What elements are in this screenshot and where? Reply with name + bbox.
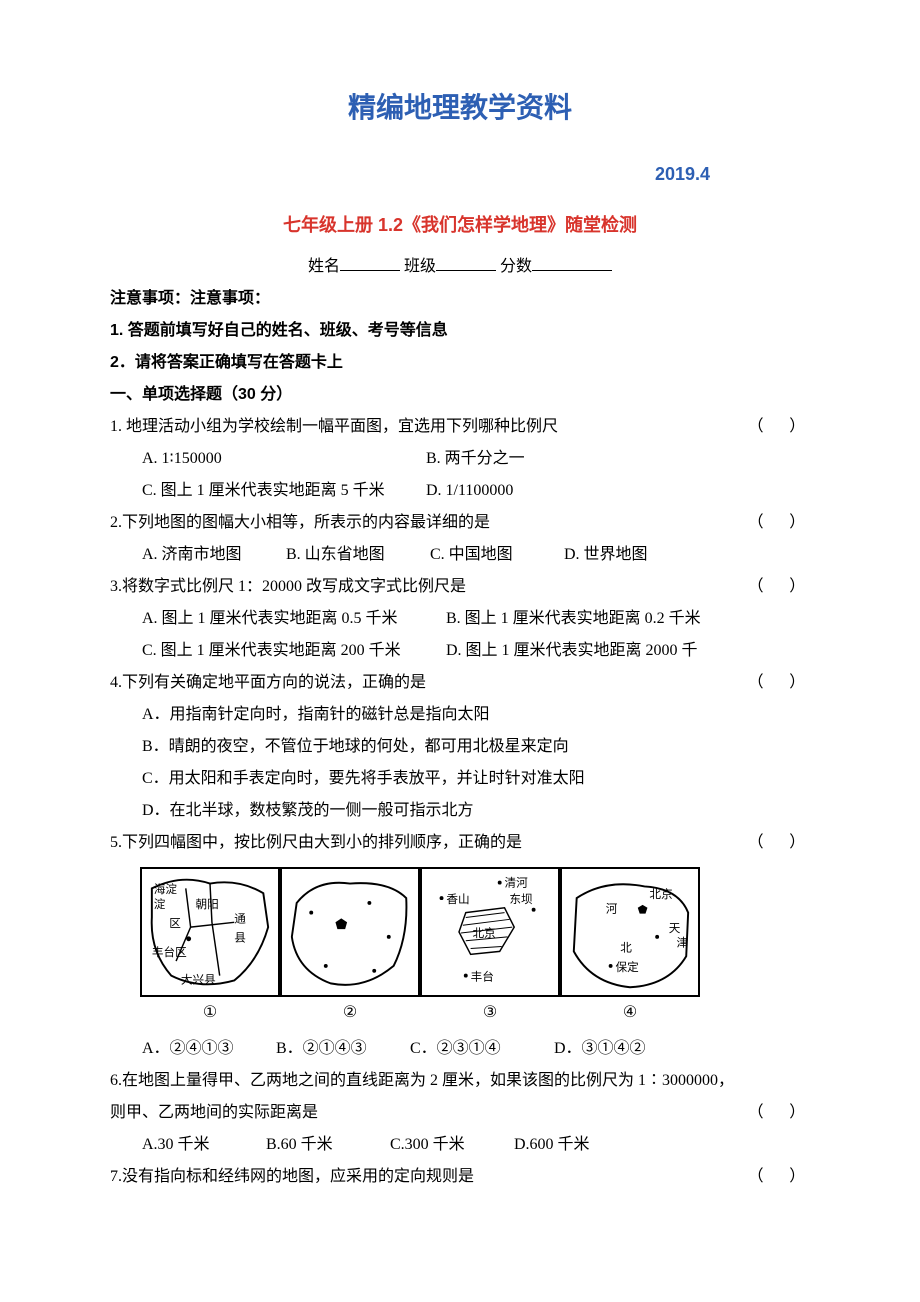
q2-stem-text: 2.下列地图的图幅大小相等，所表示的内容最详细的是 (110, 514, 490, 531)
q3-stem: 3.将数字式比例尺 1：20000 改写成文字式比例尺是 （ ） (110, 571, 810, 603)
q1-options-row1: A. 1∶150000 B. 两千分之一 (110, 443, 810, 475)
map-panel-1: 海淀 淀 朝阳 区 通 县 丰台区 大兴县 (140, 867, 280, 997)
q2-paren[interactable]: （ ） (748, 507, 810, 539)
m1-t4: 通 (234, 912, 246, 925)
q3-options-row2: C. 图上 1 厘米代表实地距离 200 千米 D. 图上 1 厘米代表实地距离… (110, 635, 810, 667)
q5-optB[interactable]: B．②①④③ (276, 1033, 406, 1065)
m4-t5: 保定 (615, 960, 639, 974)
q6-optB[interactable]: B.60 千米 (266, 1129, 386, 1161)
q6-stem-a: 6.在地图上量得甲、乙两地之间的直线距离为 2 厘米，如果该图的比例尺为 1∶3… (110, 1065, 810, 1097)
m1-t1: 海淀 (154, 882, 178, 896)
q4-optD[interactable]: D．在北半球，数枝繁茂的一侧一般可指示北方 (110, 795, 810, 827)
svg-text:津: 津 (677, 937, 689, 950)
map-panel-4: 北京 河 天 津 北 保定 (560, 867, 700, 997)
q2-stem: 2.下列地图的图幅大小相等，所表示的内容最详细的是 （ ） (110, 507, 810, 539)
m4-t2: 河 (606, 903, 618, 916)
q6-stem-b: 则甲、乙两地间的实际距离是 （ ） (110, 1097, 810, 1129)
m1-t5: 丰台区 (152, 945, 187, 959)
map-label-4: ④ (560, 997, 700, 1029)
m4-t4: 北 (620, 941, 632, 954)
q1-optC[interactable]: C. 图上 1 厘米代表实地距离 5 千米 (142, 475, 422, 507)
q3-options-row1: A. 图上 1 厘米代表实地距离 0.5 千米 B. 图上 1 厘米代表实地距离… (110, 603, 810, 635)
q1-optD[interactable]: D. 1/1100000 (426, 475, 513, 507)
blank-score[interactable] (532, 254, 612, 271)
m4-t1: 北京 (649, 887, 672, 901)
q4-stem-text: 4.下列有关确定地平面方向的说法，正确的是 (110, 674, 426, 691)
q3-optD[interactable]: D. 图上 1 厘米代表实地距离 2000 千 (446, 635, 698, 667)
q5-optD[interactable]: D．③①④② (554, 1033, 646, 1065)
q5-paren[interactable]: （ ） (748, 827, 810, 859)
m4-t3: 天 (669, 922, 681, 935)
notice-heading: 注意事项：注意事项： (110, 283, 810, 315)
q1-options-row2: C. 图上 1 厘米代表实地距离 5 千米 D. 1/1100000 (110, 475, 810, 507)
q3-optB[interactable]: B. 图上 1 厘米代表实地距离 0.2 千米 (446, 603, 701, 635)
m3-t1: 清河 (505, 876, 529, 889)
q2-options: A. 济南市地图 B. 山东省地图 C. 中国地图 D. 世界地图 (110, 539, 810, 571)
q6-optC[interactable]: C.300 千米 (390, 1129, 510, 1161)
q1-paren[interactable]: （ ） (748, 411, 810, 443)
notice-item-2: 2．请将答案正确填写在答题卡上 (110, 347, 810, 379)
label-name: 姓名 (308, 258, 340, 275)
q1-optB[interactable]: B. 两千分之一 (426, 443, 525, 475)
m1-t6: 大兴县 (181, 972, 216, 986)
q4-paren[interactable]: （ ） (748, 667, 810, 699)
m3-t2: 香山 (446, 893, 469, 906)
m1-t2: 朝阳 (195, 898, 218, 911)
map-label-2: ② (280, 997, 420, 1029)
q3-optA[interactable]: A. 图上 1 厘米代表实地距离 0.5 千米 (142, 603, 442, 635)
label-class: 班级 (404, 258, 436, 275)
date: 2019.4 (110, 156, 810, 192)
q2-optD[interactable]: D. 世界地图 (564, 539, 648, 571)
q3-stem-text: 3.将数字式比例尺 1：20000 改写成文字式比例尺是 (110, 578, 466, 595)
blank-class[interactable] (436, 254, 496, 271)
q2-optB[interactable]: B. 山东省地图 (286, 539, 426, 571)
section-1-heading: 一、单项选择题（30 分） (110, 379, 810, 411)
map-panel-2 (280, 867, 420, 997)
q1-stem-text: 1. 地理活动小组为学校绘制一幅平面图，宜选用下列哪种比例尺 (110, 418, 558, 435)
svg-text:淀: 淀 (154, 897, 166, 911)
svg-text:县: 县 (234, 932, 246, 945)
q4-optC[interactable]: C．用太阳和手表定向时，要先将手表放平，并让时针对准太阳 (110, 763, 810, 795)
q6-optA[interactable]: A.30 千米 (142, 1129, 262, 1161)
q2-optA[interactable]: A. 济南市地图 (142, 539, 282, 571)
q7-stem: 7.没有指向标和经纬网的地图，应采用的定向规则是 （ ） (110, 1161, 810, 1193)
q5-stem: 5.下列四幅图中，按比例尺由大到小的排列顺序，正确的是 （ ） (110, 827, 810, 859)
q4-stem: 4.下列有关确定地平面方向的说法，正确的是 （ ） (110, 667, 810, 699)
q4-optA[interactable]: A．用指南针定向时，指南针的磁针总是指向太阳 (110, 699, 810, 731)
q5-options: A．②④①③ B．②①④③ C．②③①④ D．③①④② (110, 1033, 810, 1065)
q5-stem-text: 5.下列四幅图中，按比例尺由大到小的排列顺序，正确的是 (110, 834, 522, 851)
maps-row: 海淀 淀 朝阳 区 通 县 丰台区 大兴县 (140, 867, 810, 997)
main-title: 精编地理教学资料 (110, 80, 810, 136)
label-score: 分数 (500, 258, 532, 275)
notice-item-1: 1. 答题前填写好自己的姓名、班级、考号等信息 (110, 315, 810, 347)
q7-stem-text: 7.没有指向标和经纬网的地图，应采用的定向规则是 (110, 1168, 474, 1185)
q6-stem-b-text: 则甲、乙两地间的实际距离是 (110, 1104, 318, 1121)
form-line: 姓名 班级 分数 (110, 251, 810, 283)
map-panel-3: 清河 香山 东坝 北京 丰台 (420, 867, 560, 997)
q6-paren[interactable]: （ ） (748, 1097, 810, 1129)
q1-stem: 1. 地理活动小组为学校绘制一幅平面图，宜选用下列哪种比例尺 （ ） (110, 411, 810, 443)
q3-paren[interactable]: （ ） (748, 571, 810, 603)
q3-optC[interactable]: C. 图上 1 厘米代表实地距离 200 千米 (142, 635, 442, 667)
m3-t4: 北京 (473, 926, 496, 940)
m3-t5: 丰台 (471, 969, 494, 983)
map-labels: ① ② ③ ④ (140, 997, 700, 1029)
map-label-1: ① (140, 997, 280, 1029)
q6-options: A.30 千米 B.60 千米 C.300 千米 D.600 千米 (110, 1129, 810, 1161)
maps-figure: 海淀 淀 朝阳 区 通 县 丰台区 大兴县 (140, 867, 810, 1029)
q5-optC[interactable]: C．②③①④ (410, 1033, 550, 1065)
q5-optA[interactable]: A．②④①③ (142, 1033, 272, 1065)
q2-optC[interactable]: C. 中国地图 (430, 539, 560, 571)
blank-name[interactable] (340, 254, 400, 271)
subtitle: 七年级上册 1.2《我们怎样学地理》随堂检测 (110, 207, 810, 243)
q7-paren[interactable]: （ ） (748, 1161, 810, 1193)
map-label-3: ③ (420, 997, 560, 1029)
q6-optD[interactable]: D.600 千米 (514, 1129, 590, 1161)
q4-optB[interactable]: B．晴朗的夜空，不管位于地球的何处，都可用北极星来定向 (110, 731, 810, 763)
q1-optA[interactable]: A. 1∶150000 (142, 443, 422, 475)
m1-t3: 区 (169, 917, 181, 930)
m3-t3: 东坝 (509, 892, 533, 906)
